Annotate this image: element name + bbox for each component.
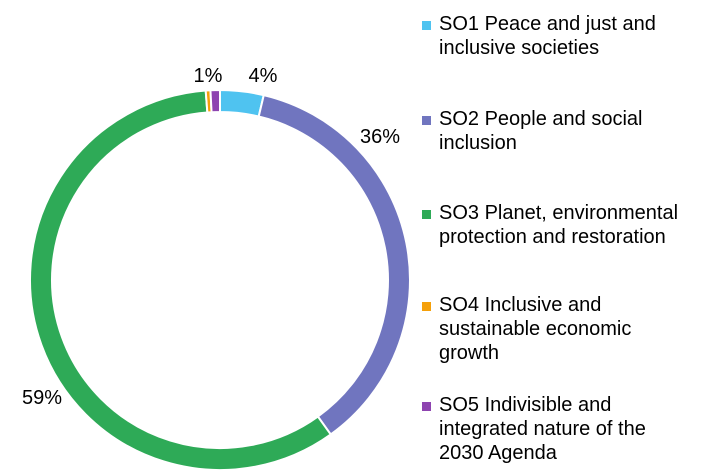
legend-swatch-so2 xyxy=(422,116,431,125)
data-labels: 4% 36% 59% 1% xyxy=(22,65,400,409)
legend-swatch-so3 xyxy=(422,210,431,219)
legend-item-so2: SO2 People and social inclusion xyxy=(422,107,728,155)
donut-slices xyxy=(29,88,411,471)
data-label-so3: 59% xyxy=(22,387,62,409)
slice-so5 xyxy=(209,88,221,114)
legend-label-so4: SO4 Inclusive and sustainable economic g… xyxy=(439,294,632,364)
data-label-so2: 36% xyxy=(360,126,400,148)
legend-label-so5: SO5 Indivisible and integrated nature of… xyxy=(439,394,646,464)
legend-label-so2: SO2 People and social inclusion xyxy=(439,108,643,154)
data-label-so1: 4% xyxy=(249,65,278,87)
legend-item-so4: SO4 Inclusive and sustainable economic g… xyxy=(422,293,728,365)
legend-item-so1: SO1 Peace and just and inclusive societi… xyxy=(422,12,728,60)
legend-swatch-so1 xyxy=(422,21,431,30)
data-label-so5: 1% xyxy=(194,65,223,87)
legend-swatch-so4 xyxy=(422,302,431,311)
legend-label-so1: SO1 Peace and just and inclusive societi… xyxy=(439,13,656,59)
slice-so3 xyxy=(29,89,333,471)
legend-item-so5: SO5 Indivisible and integrated nature of… xyxy=(422,393,728,465)
legend-label-so3: SO3 Planet, environmental protection and… xyxy=(439,202,679,248)
slice-so1 xyxy=(219,88,265,118)
legend-swatch-so5 xyxy=(422,402,431,411)
legend-item-so3: SO3 Planet, environmental protection and… xyxy=(422,201,728,249)
